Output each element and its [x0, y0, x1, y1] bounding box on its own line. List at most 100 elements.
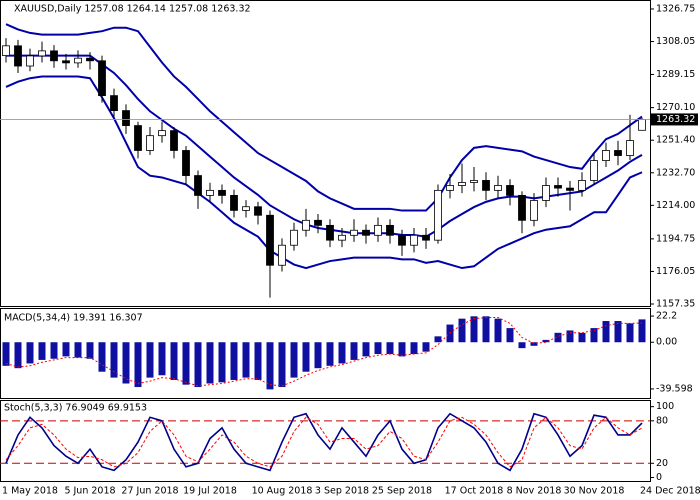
macd-bar: [398, 342, 406, 357]
macd-bar: [566, 330, 574, 343]
candle-body: [122, 110, 130, 126]
candle-body: [314, 219, 322, 226]
macd-bar: [554, 332, 562, 343]
candle-body: [494, 185, 502, 191]
macd-bar: [170, 342, 178, 380]
y-tick-label: 1232.70: [656, 167, 695, 178]
x-tick-label: 25 Sep 2018: [372, 486, 432, 497]
candle-body: [146, 135, 154, 151]
macd-bar: [350, 342, 358, 360]
candle-body: [302, 219, 310, 231]
macd-bar: [506, 328, 514, 343]
macd-bar: [86, 342, 94, 359]
macd-bar: [110, 342, 118, 378]
x-tick-label: 5 Jun 2018: [64, 486, 115, 497]
macd-title: MACD(5,34,4) 19.391 16.307: [4, 313, 143, 324]
last-price-label: 1263.32: [656, 114, 695, 125]
macd-bar: [590, 328, 598, 343]
macd-bar: [386, 342, 394, 355]
candle-body: [554, 185, 562, 189]
last-price-box: [650, 113, 698, 126]
candle-body: [542, 185, 550, 201]
macd-bar: [218, 342, 226, 383]
candle-body: [290, 229, 298, 246]
macd-bar: [206, 342, 214, 384]
y-tick-label: 1270.10: [656, 102, 695, 113]
macd-bar: [494, 318, 502, 343]
macd-panel: [0, 308, 651, 399]
macd-bar: [578, 332, 586, 343]
candle-body: [158, 130, 166, 137]
macd-bar: [62, 342, 70, 357]
stoch-signal: [5, 416, 643, 468]
y-tick-label: 20: [656, 458, 668, 469]
candle-body: [590, 160, 598, 181]
macd-bar: [518, 342, 526, 349]
macd-bar: [302, 342, 310, 372]
macd-bar: [638, 319, 646, 343]
candle-body: [278, 244, 286, 266]
stoch-title: Stoch(5,3,3) 76.9049 69.9153: [4, 403, 147, 414]
candle-body: [446, 185, 454, 191]
macd-bar: [26, 342, 34, 364]
candle-body: [614, 150, 622, 156]
y-tick-label: -39.598: [656, 383, 693, 394]
y-tick-label: 100: [656, 401, 674, 412]
y-tick-label: 1157.35: [656, 298, 695, 309]
candle-body: [578, 180, 586, 191]
candle-body: [98, 60, 106, 97]
macd-signal: [5, 316, 643, 387]
candle-body: [506, 185, 514, 196]
candle-body: [326, 224, 334, 241]
candle-body: [638, 119, 646, 131]
bollinger-band: [5, 23, 643, 212]
x-tick-label: 27 Jun 2018: [121, 486, 178, 497]
candle-body: [26, 55, 34, 67]
candle-body: [218, 189, 226, 196]
candle-body: [134, 125, 142, 151]
candle-body: [386, 224, 394, 236]
x-tick-label: 1 May 2018: [2, 486, 58, 497]
x-tick-label: 24 Dec 2018: [640, 486, 700, 497]
candle-body: [14, 45, 22, 67]
candle-body: [530, 200, 538, 221]
macd-bar: [362, 342, 370, 357]
candle-body: [38, 50, 46, 57]
x-tick-label: 17 Oct 2018: [445, 486, 504, 497]
macd-bar: [2, 342, 10, 366]
macd-bar: [134, 342, 142, 388]
candle-body: [398, 234, 406, 246]
macd-bar: [230, 342, 238, 380]
chart-title: XAUUSD,Daily 1257.08 1264.14 1257.08 126…: [14, 4, 251, 15]
macd-bar: [542, 339, 550, 343]
y-tick-label: 1194.75: [656, 233, 695, 244]
macd-bar: [74, 342, 82, 358]
candle-body: [86, 57, 94, 62]
stoch-panel: [0, 400, 651, 482]
macd-bar: [158, 342, 166, 376]
bollinger-band: [6, 54, 643, 238]
macd-bar: [278, 342, 286, 388]
x-tick-label: 30 Nov 2018: [564, 486, 625, 497]
stoch-main: [5, 412, 643, 472]
candle-body: [254, 206, 262, 216]
candle-body: [230, 195, 238, 211]
macd-bar: [182, 342, 190, 385]
y-tick-label: 1214.00: [656, 200, 695, 211]
candle-body: [338, 234, 346, 241]
candle-body: [422, 234, 430, 241]
candle-body: [62, 60, 70, 64]
macd-bar: [98, 342, 106, 372]
candle-body: [182, 150, 190, 176]
x-tick-label: 19 Jul 2018: [183, 486, 237, 497]
macd-bar: [434, 336, 442, 343]
candle-body: [626, 140, 634, 156]
price-panel: [0, 0, 651, 307]
macd-bar: [422, 342, 430, 352]
y-tick-label: 1251.40: [656, 135, 695, 146]
macd-bar: [146, 342, 154, 378]
macd-bar: [458, 318, 466, 343]
macd-bar: [374, 342, 382, 355]
y-tick-label: 1176.05: [656, 266, 695, 277]
macd-bar: [122, 342, 130, 384]
